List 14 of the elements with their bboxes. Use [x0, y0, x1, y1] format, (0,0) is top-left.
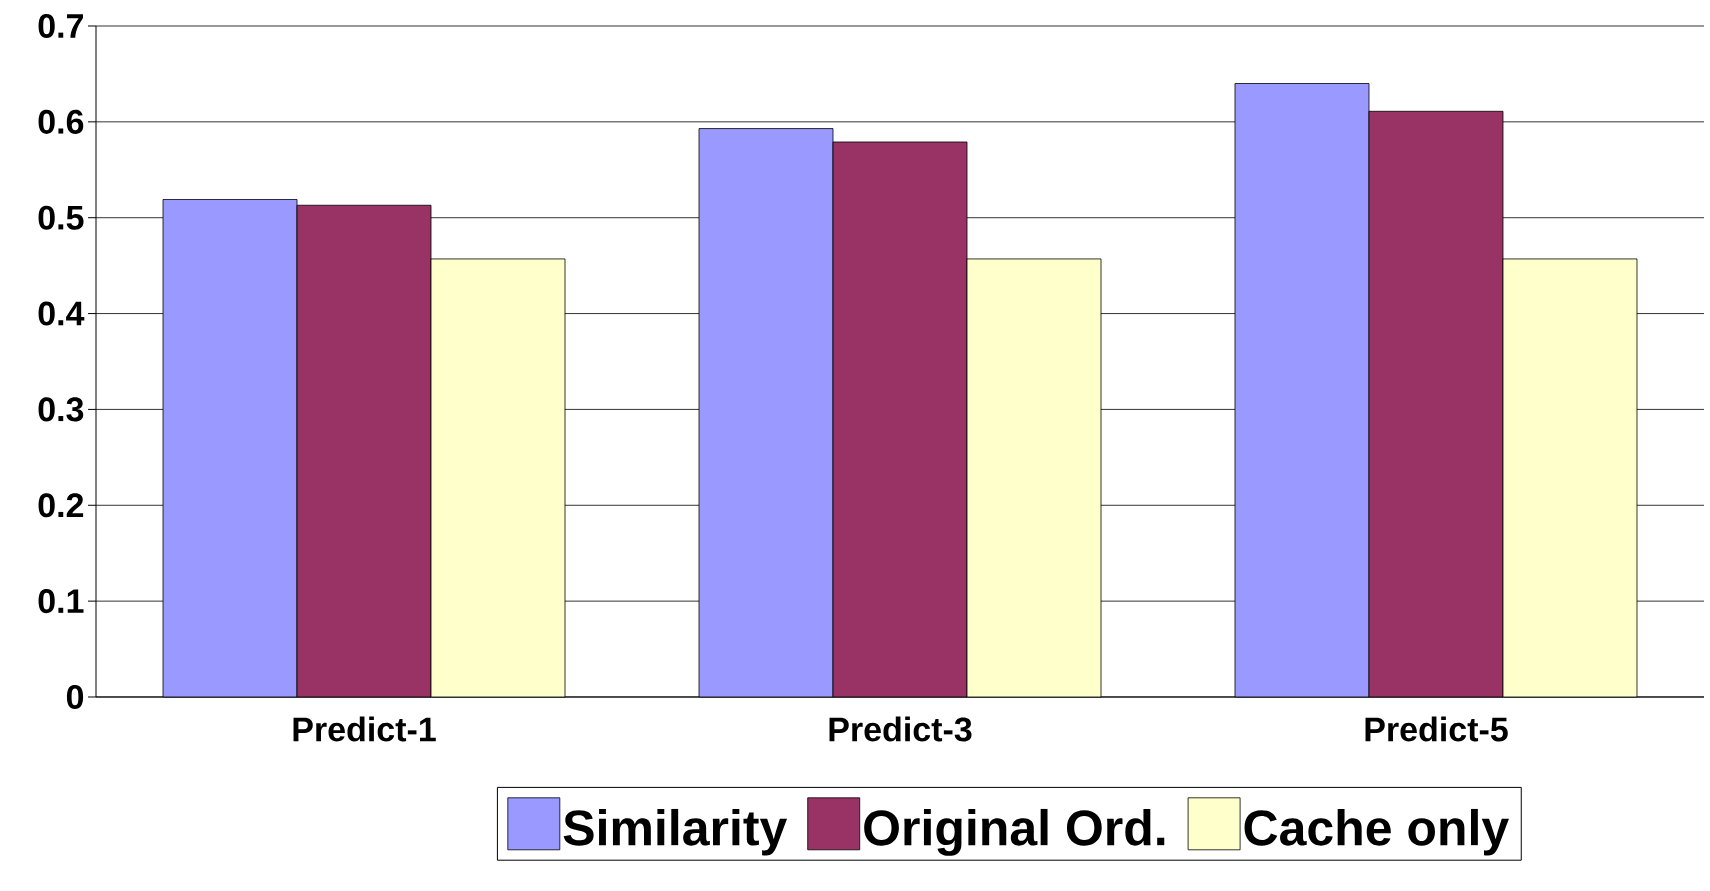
- y-tick-label: 0.6: [38, 109, 84, 134]
- x-tick-label: Predict-1: [293, 716, 436, 742]
- y-tick-label: 0.1: [38, 589, 84, 614]
- legend-label: Original Ord.: [864, 808, 1165, 856]
- x-tick-label: Predict-5: [1365, 716, 1508, 742]
- y-tick-label: 0.7: [38, 13, 83, 39]
- y-tick-label: 0.5: [38, 205, 84, 230]
- y-tick-label: 0.4: [38, 301, 85, 326]
- legend-label: Cache only: [1244, 808, 1509, 856]
- x-tick-label: Predict-3: [829, 716, 972, 742]
- y-tick-label: 0.3: [38, 397, 84, 422]
- legend-label: Similarity: [563, 808, 788, 856]
- y-tick-label: 0.2: [38, 493, 84, 518]
- y-tick-label: 0: [66, 684, 84, 710]
